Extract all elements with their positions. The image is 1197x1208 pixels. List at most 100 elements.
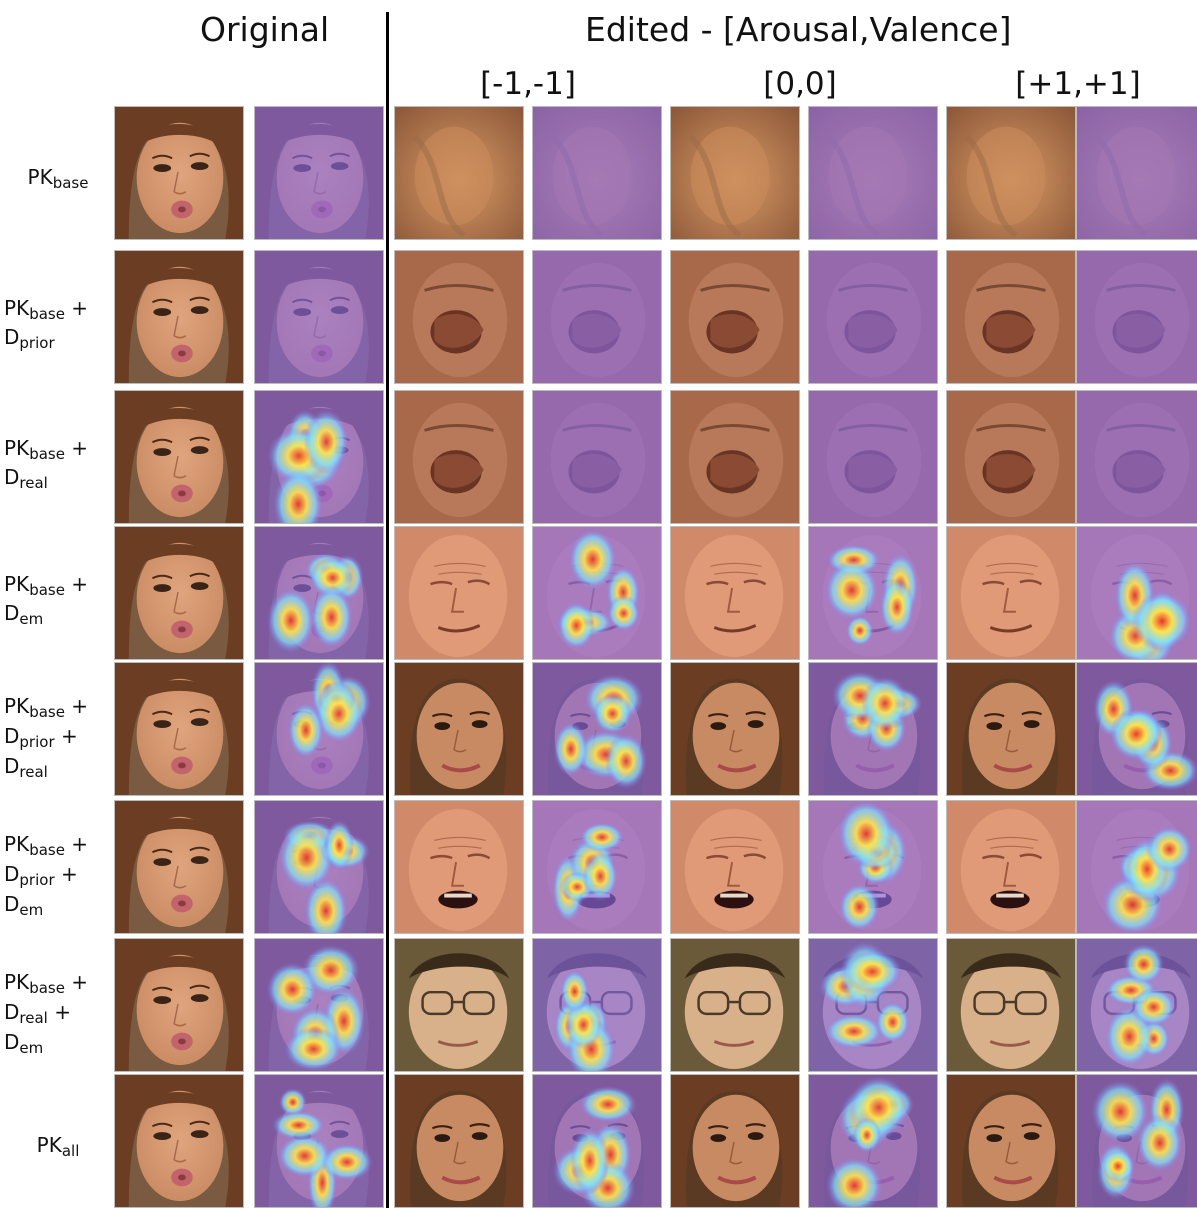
label-main: PK	[4, 694, 30, 719]
edited-face-image-graphic	[671, 391, 799, 523]
label-tail: +	[64, 295, 89, 320]
edited-heatmap-image-graphic	[533, 107, 661, 239]
edited-face-image-graphic	[395, 1075, 523, 1207]
original-face-image	[114, 106, 244, 240]
edited-heatmap-image	[532, 662, 662, 796]
original-face-image	[114, 390, 244, 524]
edited-heatmap-image-graphic	[1077, 939, 1197, 1071]
edited-heatmap-image-graphic	[1077, 107, 1197, 239]
edited-heatmap-image	[808, 662, 938, 796]
edited-face-image	[670, 662, 800, 796]
edited-heatmap-image-graphic	[809, 251, 937, 383]
label-subscript: em	[19, 610, 44, 629]
original-face-image-graphic	[115, 663, 243, 795]
edited-heatmap-image-graphic	[809, 939, 937, 1071]
edited-heatmap-image	[808, 526, 938, 660]
label-subscript: base	[29, 841, 65, 860]
original-heatmap-image-graphic	[255, 251, 383, 383]
edited-header: Edited - [Arousal,Valence]	[585, 10, 1012, 49]
edited-heatmap-image	[532, 526, 662, 660]
original-heatmap-image	[254, 662, 384, 796]
edited-face-image-graphic	[395, 663, 523, 795]
label-tail: +	[64, 832, 89, 857]
original-face-image-graphic	[115, 107, 243, 239]
original-face-image-graphic	[115, 939, 243, 1071]
edited-face-image	[946, 662, 1076, 796]
edited-face-image-graphic	[671, 663, 799, 795]
edited-heatmap-image-graphic	[809, 1075, 937, 1207]
label-subscript: base	[29, 703, 65, 722]
label-main: PK	[4, 970, 30, 995]
original-heatmap-image-graphic	[255, 107, 383, 239]
row-label-line: PKbase +	[4, 969, 112, 999]
edited-heatmap-image-graphic	[533, 527, 661, 659]
row-label-line: PKbase	[4, 164, 112, 194]
label-main: D	[4, 1000, 20, 1025]
label-main: PK	[4, 571, 30, 596]
label-subscript: prior	[19, 733, 55, 752]
edited-face-image	[670, 106, 800, 240]
label-subscript: base	[29, 444, 65, 463]
edited-heatmap-image-graphic	[533, 251, 661, 383]
edited-heatmap-image	[1076, 106, 1197, 240]
edited-face-image	[394, 938, 524, 1072]
original-heatmap-image	[254, 800, 384, 934]
row-label-line: PKbase +	[4, 693, 112, 723]
edited-face-image	[670, 390, 800, 524]
edited-heatmap-image-graphic	[809, 527, 937, 659]
edited-heatmap-image-graphic	[1077, 251, 1197, 383]
edited-face-image	[670, 1074, 800, 1208]
row-label-line: Dreal +	[4, 999, 112, 1029]
edited-heatmap-image-graphic	[809, 391, 937, 523]
edited-face-image	[946, 526, 1076, 660]
row-label: PKbase + Dreal + Dem	[4, 969, 112, 1058]
edited-face-image	[946, 106, 1076, 240]
label-main: D	[4, 862, 20, 887]
label-tail: +	[54, 724, 78, 749]
edited-face-image	[394, 1074, 524, 1208]
edited-face-image	[394, 526, 524, 660]
original-face-image	[114, 800, 244, 934]
edited-face-image-graphic	[671, 527, 799, 659]
edited-heatmap-image	[808, 938, 938, 1072]
edited-face-image-graphic	[947, 527, 1075, 659]
edited-heatmap-image	[808, 106, 938, 240]
edited-face-image	[946, 250, 1076, 384]
label-main: PK	[27, 164, 53, 189]
edited-face-image	[394, 106, 524, 240]
condition-label-zero: [0,0]	[763, 66, 837, 102]
label-subscript: base	[29, 304, 65, 323]
edited-face-image-graphic	[395, 391, 523, 523]
edited-heatmap-image-graphic	[809, 801, 937, 933]
original-heatmap-image	[254, 250, 384, 384]
row-label-line: PKbase +	[4, 571, 112, 601]
original-heatmap-image-graphic	[255, 391, 383, 523]
label-subscript: em	[19, 1038, 44, 1057]
original-heatmap-image	[254, 526, 384, 660]
edited-heatmap-image	[1076, 662, 1197, 796]
row-label-line: Dem	[4, 1029, 112, 1059]
row-label: PKbase + Dprior + Dreal	[4, 693, 112, 782]
edited-face-image	[670, 800, 800, 934]
edited-face-image	[394, 662, 524, 796]
original-face-image	[114, 1074, 244, 1208]
row-label-line: Dem	[4, 600, 112, 630]
label-tail: +	[54, 862, 78, 887]
label-main: D	[4, 1029, 20, 1054]
original-heatmap-image	[254, 390, 384, 524]
edited-heatmap-image	[532, 938, 662, 1072]
label-subscript: all	[61, 1141, 80, 1160]
label-tail: +	[64, 435, 89, 460]
edited-heatmap-image	[1076, 938, 1197, 1072]
edited-face-image-graphic	[947, 251, 1075, 383]
label-subscript: base	[29, 580, 65, 599]
original-face-image-graphic	[115, 527, 243, 659]
label-subscript: em	[19, 900, 44, 919]
edited-face-image	[394, 250, 524, 384]
edited-face-image-graphic	[395, 107, 523, 239]
edited-heatmap-image	[532, 250, 662, 384]
label-main: D	[4, 601, 20, 626]
edited-heatmap-image	[1076, 526, 1197, 660]
row-label: PKbase + Dprior + Dem	[4, 831, 112, 920]
edited-heatmap-image	[1076, 250, 1197, 384]
